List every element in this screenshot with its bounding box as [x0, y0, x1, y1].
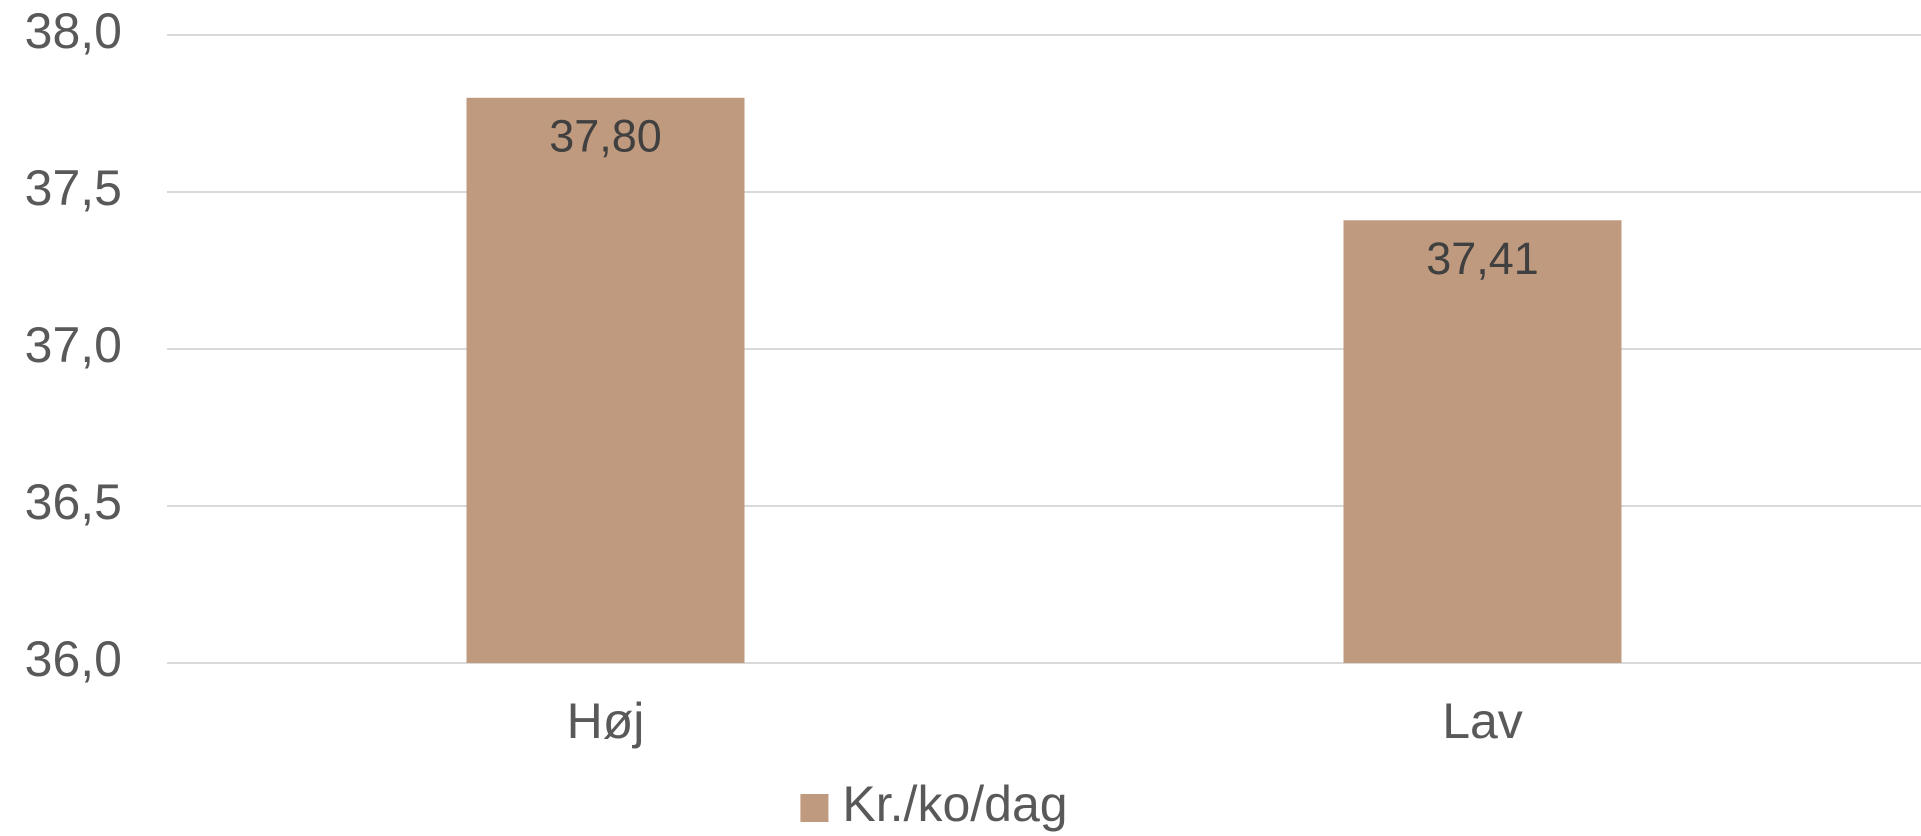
y-tick-label: 38,0 — [25, 3, 122, 59]
y-tick-label: 37,0 — [25, 317, 122, 373]
legend-swatch — [800, 794, 829, 822]
data-label: 37,80 — [549, 111, 662, 162]
data-label: 37,41 — [1426, 233, 1539, 284]
y-tick-label: 37,5 — [25, 160, 122, 216]
bar — [1343, 220, 1622, 663]
bar — [466, 97, 745, 664]
x-tick-label: Lav — [1442, 693, 1523, 749]
y-tick-label: 36,5 — [25, 474, 122, 530]
x-tick-label: Høj — [567, 693, 645, 749]
y-tick-label: 36,0 — [25, 631, 122, 687]
legend-label: Kr./ko/dag — [842, 776, 1067, 832]
